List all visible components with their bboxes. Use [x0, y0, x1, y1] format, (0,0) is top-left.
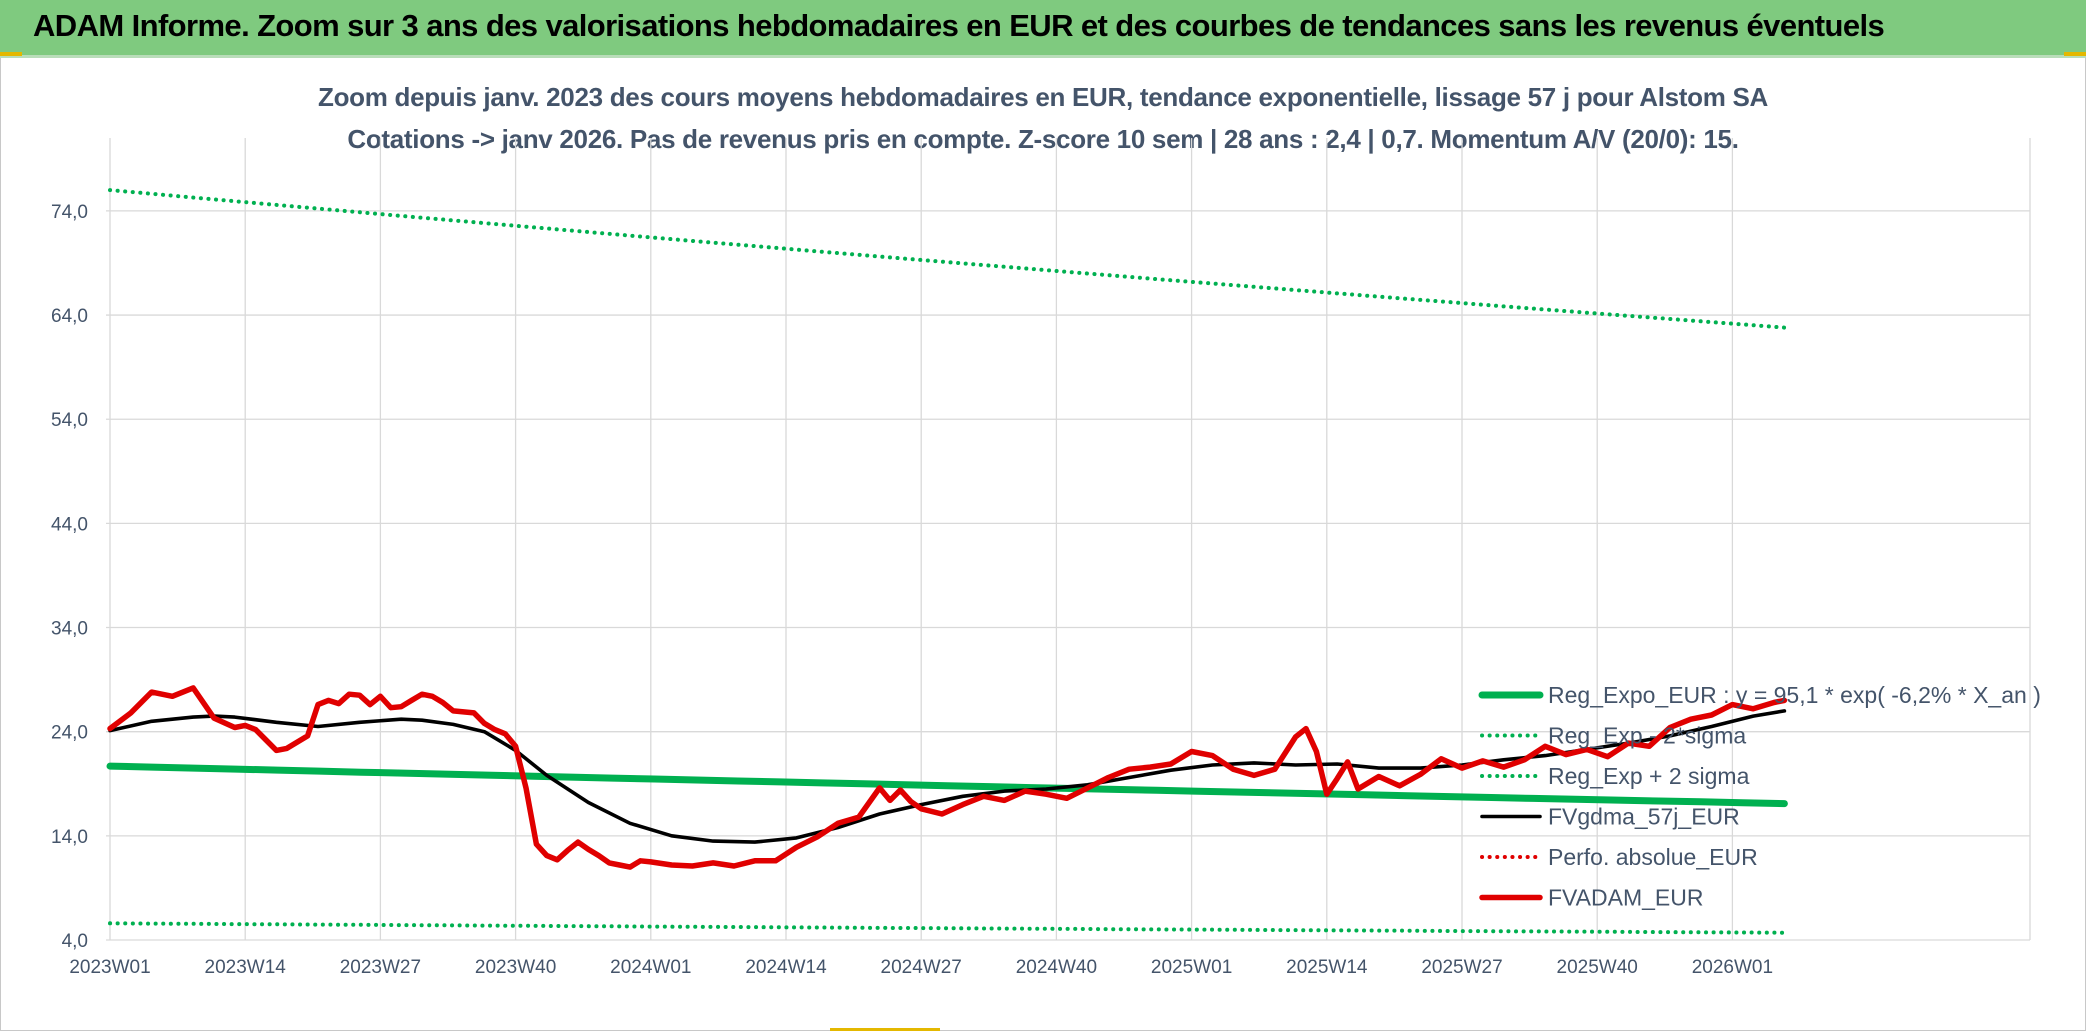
x-tick-label: 2025W40: [1557, 957, 1638, 978]
series-line-0: [106, 762, 1788, 808]
y-tick-label: 54,0: [51, 410, 88, 431]
y-tick-label: 4,0: [62, 931, 88, 952]
x-tick-label: 2023W27: [340, 957, 421, 978]
legend: Reg_Expo_EUR : y = 95,1 * exp( -6,2% * X…: [1478, 682, 2041, 911]
series-line-3: [108, 709, 1787, 844]
series-lines: [106, 188, 1788, 935]
axes: 4,0 14,0 24,0 34,0 44,0 54,0 64,0 74,0 2023W01 20…: [51, 202, 1773, 978]
x-tick-label: 2024W01: [610, 957, 691, 978]
y-tick-label: 64,0: [51, 306, 88, 327]
gridlines: [106, 138, 2031, 941]
x-tick-label: 2026W01: [1692, 957, 1773, 978]
series-line-1: [108, 921, 1787, 935]
series-line-5: [107, 685, 1788, 870]
banner-accent-left: [0, 52, 22, 56]
x-tick-label: 2023W14: [205, 957, 287, 978]
x-tick-label: 2025W14: [1286, 957, 1368, 978]
series-line-2: [108, 188, 1787, 330]
legend-label: Reg_Exp + 2 sigma: [1548, 763, 1750, 789]
title-banner: ADAM Informe. Zoom sur 3 ans des valoris…: [0, 0, 2086, 58]
chart-subtitle: Cotations -> janv 2026. Pas de revenus p…: [347, 124, 1739, 154]
page-title: ADAM Informe. Zoom sur 3 ans des valoris…: [33, 8, 1885, 43]
bottom-accent: [830, 1028, 940, 1031]
y-tick-label: 74,0: [51, 202, 88, 223]
x-tick-label: 2023W40: [475, 957, 556, 978]
y-tick-label: 24,0: [51, 723, 88, 744]
x-tick-label: 2023W01: [69, 957, 150, 978]
banner-accent-right: [2064, 52, 2086, 56]
legend-label: Reg_Expo_EUR : y = 95,1 * exp( -6,2% * X…: [1548, 682, 2041, 708]
legend-label: Reg_Exp - 2*sigma: [1548, 723, 1746, 749]
y-tick-label: 14,0: [51, 827, 88, 848]
y-tick-label: 44,0: [51, 514, 88, 535]
x-tick-label: 2025W27: [1421, 957, 1502, 978]
legend-label: FVgdma_57j_EUR: [1548, 804, 1740, 830]
legend-label: Perfo. absolue_EUR: [1548, 844, 1758, 870]
x-tick-label: 2024W27: [881, 957, 962, 978]
x-tick-label: 2024W40: [1016, 957, 1097, 978]
legend-label: FVADAM_EUR: [1548, 885, 1704, 911]
chart-title: Zoom depuis janv. 2023 des cours moyens …: [318, 82, 1768, 112]
y-tick-label: 34,0: [51, 619, 88, 640]
x-tick-label: 2025W01: [1151, 957, 1232, 978]
x-tick-label: 2024W14: [745, 957, 827, 978]
